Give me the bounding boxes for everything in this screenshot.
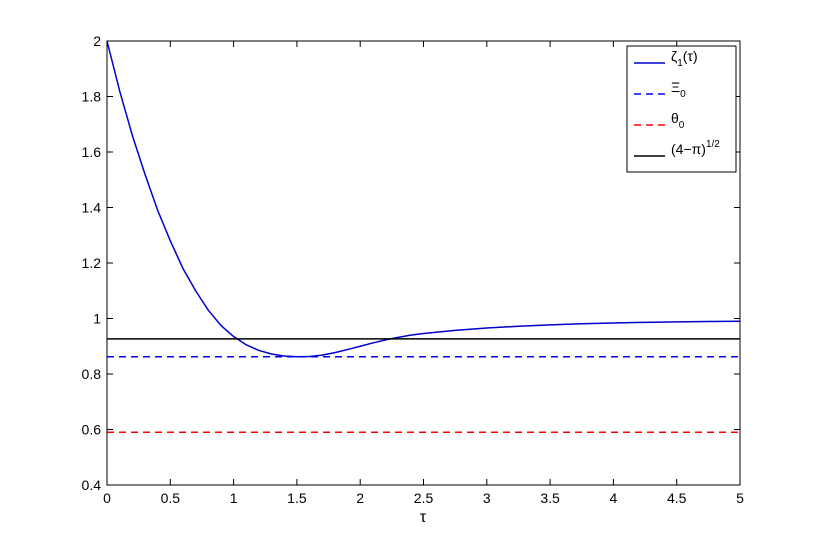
y-tick-label: 0.8 (82, 366, 102, 382)
x-tick-label: 5 (736, 490, 744, 506)
x-tick-labels: 0 0.5 1 1.5 2 2.5 3 3.5 4 4.5 5 (103, 490, 744, 506)
y-tick-labels: 0.4 0.6 0.8 1 1.2 1.4 1.6 1.8 2 (82, 33, 102, 493)
x-tick-label: 2.5 (414, 490, 434, 506)
legend-label: (4−π)1/2 (671, 139, 720, 157)
x-tick-label: 1 (230, 490, 238, 506)
legend-label: Ξ0 (671, 79, 686, 100)
legend-box (626, 45, 737, 173)
y-tick-label: 1.8 (82, 89, 102, 105)
y-tick-label: 1.2 (82, 255, 102, 271)
legend: ζ1(τ) Ξ0 θ0 (4−π)1/2 (626, 45, 737, 173)
x-tick-label: 0.5 (161, 490, 181, 506)
x-tick-label: 3.5 (540, 490, 560, 506)
y-tick-label: 0.6 (82, 422, 102, 438)
legend-label: ζ1(τ) (671, 48, 698, 69)
series-line-0 (106, 40, 741, 358)
x-tick-label: 3 (483, 490, 491, 506)
x-tick-label: 0 (103, 490, 111, 506)
x-axis-label: τ (420, 509, 427, 526)
y-tick-label: 1.4 (82, 200, 102, 216)
x-tick-label: 2 (356, 490, 364, 506)
y-tick-label: 2 (93, 33, 101, 49)
y-tick-label: 1.6 (82, 144, 102, 160)
y-tick-label: 0.4 (82, 477, 102, 493)
ticks-layer (106, 40, 741, 486)
x-tick-label: 4.5 (667, 490, 687, 506)
legend-label: θ0 (671, 110, 685, 131)
x-tick-label: 1.5 (287, 490, 307, 506)
y-tick-label: 1 (93, 311, 101, 327)
x-tick-label: 4 (610, 490, 618, 506)
series-layer (106, 40, 741, 434)
